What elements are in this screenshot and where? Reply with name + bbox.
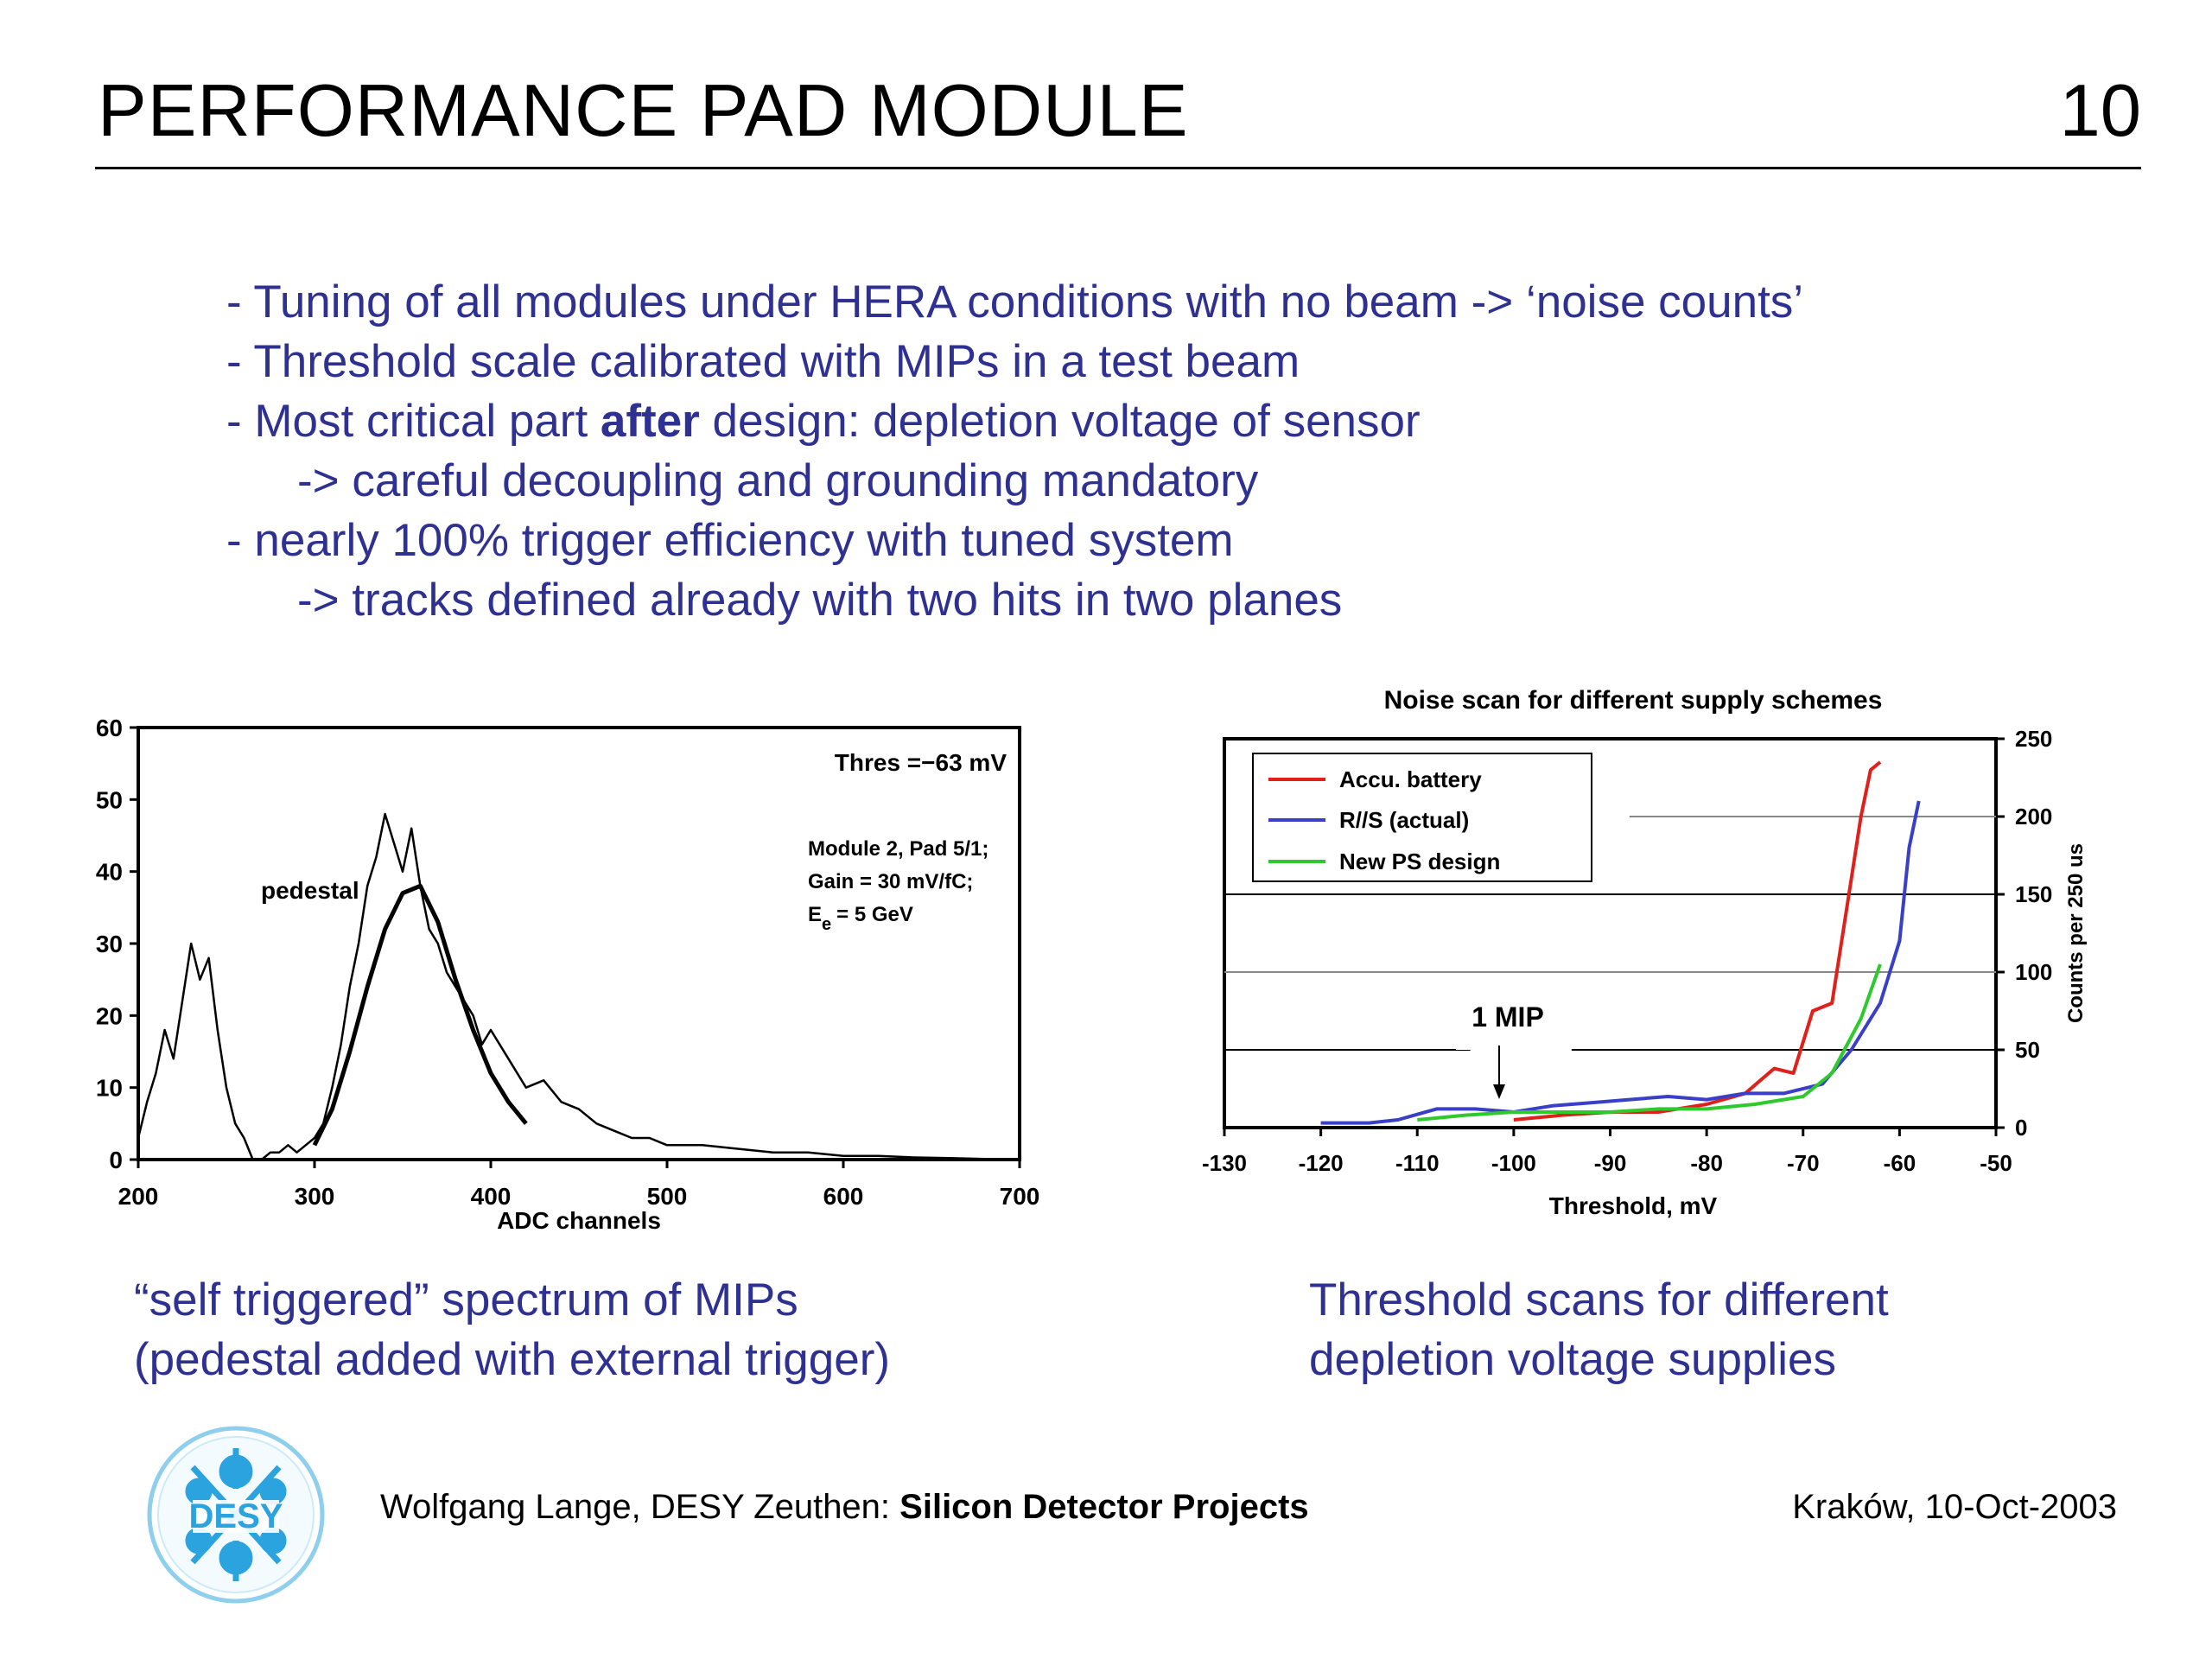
chart-title: Noise scan for different supply schemes (1384, 686, 1883, 715)
title-divider (95, 167, 2141, 169)
bullet-list: - Tuning of all modules under HERA condi… (226, 272, 1803, 630)
caption-line: “self triggered” spectrum of MIPs (134, 1274, 798, 1325)
bullet-subitem: -> tracks defined already with two hits … (297, 575, 1343, 626)
caption-line: depletion voltage supplies (1309, 1334, 1836, 1385)
grid-lines (1224, 816, 1996, 1051)
y-tick-label: 50 (96, 786, 123, 813)
x-tick-label: 600 (823, 1183, 864, 1210)
x-tick-label: 300 (295, 1183, 335, 1210)
y-tick-label: 30 (96, 931, 123, 957)
y-axis-label: Counts per 250 us (2064, 843, 2088, 1023)
y-tick-label: 40 (96, 859, 123, 886)
mip-label-bg (1456, 1015, 1560, 1050)
spectrum-line (137, 812, 1020, 1161)
y-tick-label: 150 (2015, 881, 2052, 907)
series-lines (1320, 760, 1921, 1125)
footer-location-date: Kraków, 10-Oct-2003 (1792, 1488, 2117, 1526)
bullet-text: - Most critical part (226, 396, 601, 447)
footer-project-title: Silicon Detector Projects (899, 1488, 1309, 1526)
page-number: 10 (2059, 70, 2141, 152)
desy-logo: DESY (147, 1426, 325, 1604)
noise-scan-chart: Noise scan for different supply schemes … (1202, 686, 2088, 1219)
caption-line: Threshold scans for different (1309, 1274, 1889, 1325)
x-tick-label: -100 (1491, 1150, 1536, 1176)
mip-arrow-head (1493, 1084, 1505, 1099)
footer-author-text: Wolfgang Lange, DESY Zeuthen: (380, 1488, 900, 1526)
x-axis-label: Threshold, mV (1549, 1192, 1718, 1219)
energy-label: Ee = 5 GeV (808, 903, 913, 934)
fit-curve (312, 883, 528, 1147)
module-label: Module 2, Pad 5/1; (808, 837, 988, 861)
pedestal-label: pedestal (261, 877, 359, 904)
y-tick-label: 200 (2015, 804, 2052, 830)
threshold-label: Thres =−63 mV (835, 749, 1007, 776)
mip-annotation: 1 MIP (1456, 1001, 1560, 1099)
bullet-item: - Tuning of all modules under HERA condi… (226, 276, 1804, 327)
legend: Accu. battery R//S (actual) New PS desig… (1252, 753, 1592, 882)
logo-text: DESY (189, 1497, 283, 1535)
y-tick-label: 60 (96, 715, 123, 741)
x-tick-label: 200 (118, 1183, 159, 1210)
x-tick-label: -110 (1395, 1150, 1440, 1176)
x-tick-label: -80 (1690, 1150, 1723, 1176)
x-axis-label: ADC channels (497, 1207, 661, 1234)
legend-label: R//S (actual) (1339, 807, 1469, 833)
x-tick-label: -90 (1594, 1150, 1627, 1176)
axis-ticks: 200 300 400 500 600 700 0 10 20 30 40 50 60 (96, 715, 1040, 1210)
spectrum-lines (137, 812, 1020, 1161)
right-figure-caption: Threshold scans for different depletion … (1309, 1270, 1889, 1389)
x-tick-label: 700 (1000, 1183, 1040, 1210)
x-tick-label: 400 (471, 1183, 512, 1210)
legend-label: Accu. battery (1339, 766, 1482, 792)
bullet-subitem: -> careful decoupling and grounding mand… (297, 455, 1259, 506)
legend-label: New PS design (1339, 849, 1500, 874)
y-tick-label: 100 (2015, 959, 2052, 985)
left-figure-caption: “self triggered” spectrum of MIPs (pedes… (134, 1270, 890, 1389)
axis-ticks: -130 -120 -110 -100 -90 -80 -70 -60 -500 50 100 150… (1202, 726, 2052, 1176)
x-tick-label: -50 (1980, 1150, 2012, 1176)
y-tick-label: 0 (109, 1147, 123, 1173)
x-tick-label: -120 (1299, 1150, 1344, 1176)
adc-spectrum-chart: pedestal Thres =−63 mV Module 2, Pad 5/1… (96, 715, 1040, 1234)
x-tick-label: -70 (1787, 1150, 1820, 1176)
y-tick-label: 20 (96, 1002, 123, 1029)
footer-author: Wolfgang Lange, DESY Zeuthen: Silicon De… (380, 1488, 1309, 1527)
bullet-item: - nearly 100% trigger efficiency with tu… (226, 515, 1234, 566)
x-tick-label: -130 (1202, 1150, 1247, 1176)
bullet-bold-text: after (600, 396, 700, 447)
y-tick-label: 250 (2015, 726, 2052, 752)
bullet-text: design: depletion voltage of sensor (699, 396, 1421, 447)
y-tick-label: 50 (2015, 1037, 2040, 1063)
series-line (1417, 963, 1882, 1122)
mip-label: 1 MIP (1471, 1001, 1544, 1033)
y-tick-label: 10 (96, 1075, 123, 1102)
y-tick-label: 0 (2015, 1115, 2027, 1141)
plot-frame (137, 726, 1021, 1161)
bullet-item: - Threshold scale calibrated with MIPs i… (226, 336, 1300, 387)
gain-label: Gain = 30 mV/fC; (808, 870, 973, 893)
x-tick-label: 500 (647, 1183, 688, 1210)
bullet-item: - Most critical part after design: deple… (226, 391, 1803, 451)
page-title: PERFORMANCE PAD MODULE (98, 70, 1189, 152)
series-line (1320, 800, 1921, 1125)
x-tick-label: -60 (1884, 1150, 1916, 1176)
caption-line: (pedestal added with external trigger) (134, 1334, 890, 1385)
